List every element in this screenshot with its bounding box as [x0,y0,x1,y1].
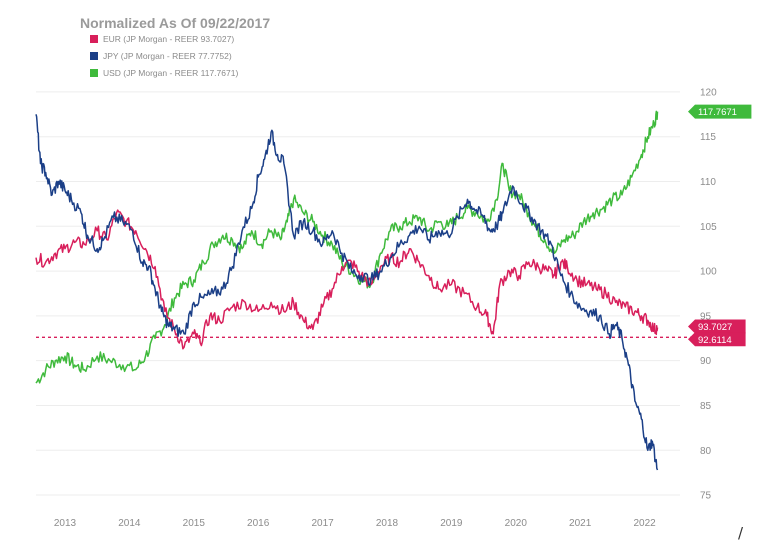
legend-label-jpy[interactable]: JPY (JP Morgan - REER 77.7752) [103,51,232,61]
plot-area [35,110,696,471]
y-axis: 75 80 85 90 95 100 105 110 115 120 [700,87,717,501]
legend-swatch-jpy[interactable] [90,52,98,60]
reference-value-tag-text: 92.6114 [698,335,732,346]
reference-value-tag [688,332,746,347]
y-tick-label: 75 [700,491,712,502]
y-tick-label: 85 [700,401,712,412]
value-tags: 117.7671 93.7027 92.6114 [688,104,752,347]
y-tick-label: 90 [700,356,712,367]
y-tick-label: 95 [700,311,712,322]
x-axis: 2013 2014 2015 2016 2017 2018 2019 2020 2021 2022 [54,518,656,529]
corner-mark: / [738,524,744,542]
y-tick-label: 110 [700,177,716,188]
y-tick-label: 105 [700,222,717,233]
y-tick-label: 115 [700,132,716,143]
x-tick-label: 2018 [376,518,399,529]
x-tick-label: 2015 [183,518,206,529]
legend-label-eur[interactable]: EUR (JP Morgan - REER 93.7027) [103,34,234,44]
y-tick-label: 120 [700,87,717,98]
series-line-jpy [35,114,659,471]
x-tick-label: 2014 [118,518,141,529]
legend-label-usd[interactable]: USD (JP Morgan - REER 117.7671) [103,68,238,78]
y-tick-label: 80 [700,446,712,457]
eur-value-tag-text: 93.7027 [698,322,732,333]
eur-value-tag [688,319,746,334]
legend-swatch-eur[interactable] [90,35,98,43]
x-tick-label: 2021 [569,518,592,529]
x-tick-label: 2022 [633,518,656,529]
series-line-usd [35,110,659,384]
x-tick-label: 2013 [54,518,77,529]
x-tick-label: 2019 [440,518,463,529]
x-tick-label: 2016 [247,518,270,529]
x-tick-label: 2020 [505,518,528,529]
legend-swatch-usd[interactable] [90,69,98,77]
usd-value-tag [688,104,752,119]
x-tick-label: 2017 [311,518,334,529]
usd-value-tag-text: 117.7671 [698,107,737,118]
chart-title: Normalized As Of 09/22/2017 [80,15,270,31]
legend[interactable]: EUR (JP Morgan - REER 93.7027) JPY (JP Mo… [90,34,238,78]
grid [36,91,680,496]
y-tick-label: 100 [700,267,717,278]
series-line-eur [35,209,659,350]
